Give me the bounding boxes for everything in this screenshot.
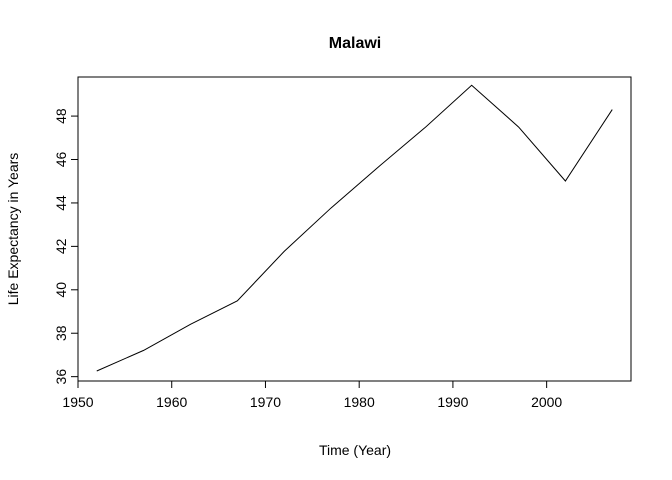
y-tick-label: 36 bbox=[53, 369, 69, 385]
x-tick-label: 2000 bbox=[531, 394, 562, 410]
y-tick-label: 42 bbox=[53, 238, 69, 254]
y-axis: 36 38 40 42 44 46 48 bbox=[53, 108, 79, 385]
x-axis-label: Time (Year) bbox=[319, 442, 391, 458]
y-tick-label: 48 bbox=[53, 108, 69, 124]
series-layer bbox=[96, 84, 613, 372]
x-tick-label: 1950 bbox=[62, 394, 93, 410]
series-line bbox=[96, 84, 613, 372]
y-tick-label: 46 bbox=[53, 152, 69, 168]
chart-title: Malawi bbox=[329, 35, 381, 52]
plot-frame bbox=[77, 76, 632, 382]
x-tick-label: 1980 bbox=[344, 394, 375, 410]
x-axis: 1950 1960 1970 1980 1990 2000 bbox=[62, 380, 562, 410]
y-tick-label: 40 bbox=[53, 282, 69, 298]
x-tick-label: 1960 bbox=[156, 394, 187, 410]
x-tick-label: 1970 bbox=[250, 394, 281, 410]
y-tick-label: 44 bbox=[53, 195, 69, 211]
x-tick-label: 1990 bbox=[437, 394, 468, 410]
y-axis-label: Life Expectancy in Years bbox=[5, 153, 21, 306]
y-tick-label: 38 bbox=[53, 325, 69, 341]
